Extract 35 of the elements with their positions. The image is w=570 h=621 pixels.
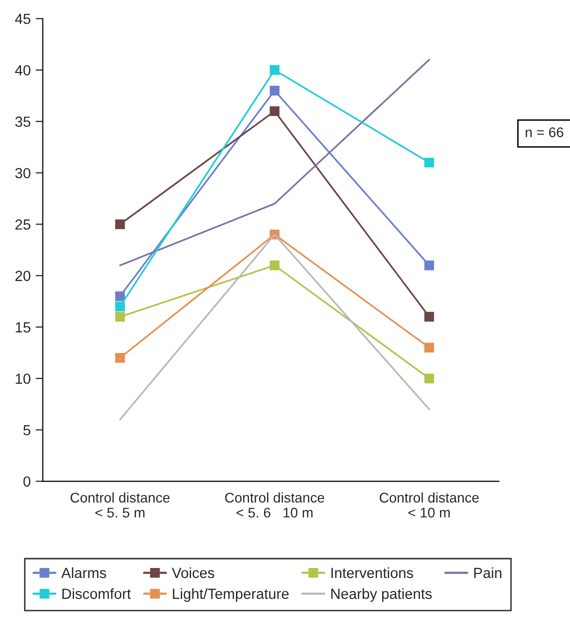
legend-label: Nearby patients [331, 588, 432, 602]
point [424, 260, 434, 270]
legend-label: Alarms [61, 567, 106, 578]
y-tick-label: 20 [15, 270, 30, 282]
x-tick-label: Control distance < 10 m [380, 492, 479, 518]
point [424, 342, 434, 352]
x-tick-label: Control distance < 5. 6 10 m [225, 492, 324, 518]
y-tick-label: 35 [15, 116, 30, 127]
legend-label: Discomfort [62, 588, 131, 599]
point [270, 106, 280, 116]
x-tick-label: Control distance < 5. 5 m [70, 492, 170, 518]
y-tick-label: 30 [15, 168, 30, 178]
point [115, 219, 125, 230]
text: n = 66 [526, 127, 564, 138]
y-tick-label: 25 [15, 219, 30, 230]
point [270, 65, 280, 75]
y-tick-label: 10 [16, 374, 30, 384]
y-tick-label: 0 [23, 476, 30, 487]
point [424, 374, 434, 384]
point [270, 260, 280, 270]
point [424, 158, 434, 168]
legend-label: Voices [172, 567, 214, 578]
legend-label: Light/Temperature [172, 588, 289, 602]
point [115, 312, 125, 322]
legend-label: Interventions [331, 567, 414, 578]
y-tick-label: 45 [15, 14, 30, 24]
point [270, 86, 280, 96]
point [115, 302, 125, 312]
point [424, 312, 434, 322]
point [115, 353, 125, 363]
y-tick-label: 15 [16, 322, 30, 332]
y-tick-label: 40 [15, 65, 30, 76]
point [115, 291, 125, 302]
y-tick-label: 5 [23, 425, 30, 436]
legend-label: Pain [474, 567, 502, 578]
